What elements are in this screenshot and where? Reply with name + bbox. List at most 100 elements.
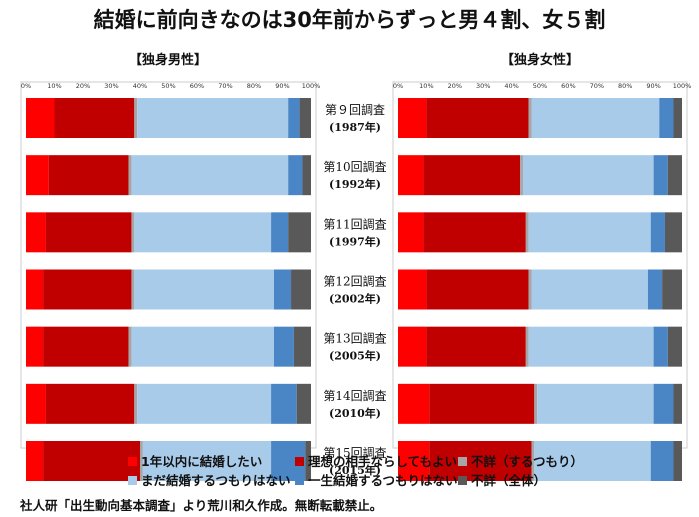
x-tick-label: 80%: [618, 82, 632, 90]
category-label: 第12回調査: [323, 275, 386, 289]
x-tick-label: 70%: [590, 82, 604, 90]
bar-segment-female: [659, 98, 674, 138]
category-year: (2010年): [329, 406, 381, 420]
bar-segment-female: [528, 212, 651, 253]
bar-segment-male: [142, 441, 272, 481]
bar-segment-female: [653, 326, 668, 367]
legend-label: 不詳（するつもり）: [471, 454, 583, 469]
category-label: 第15回調査: [323, 446, 386, 460]
source-note: 社人研「出生動向基本調査」より荒川和久作成。無断転載禁止。: [19, 498, 382, 513]
bar-segment-female: [525, 212, 529, 253]
bar-segment-female: [520, 155, 523, 196]
category-label: 第14回調査: [323, 389, 386, 403]
bar-segment-female: [398, 383, 430, 424]
bar-segment-female: [522, 155, 654, 196]
category-year: (2015年): [329, 463, 381, 477]
bar-segment-female: [398, 98, 427, 138]
bar-segment-female: [531, 98, 660, 138]
bar-segment-male: [26, 269, 44, 310]
bar-segment-male: [26, 441, 44, 481]
x-tick-label: 60%: [190, 82, 204, 90]
x-tick-label: 0%: [21, 82, 31, 90]
category-label: 第13回調査: [323, 332, 386, 346]
bar-segment-female: [423, 155, 521, 196]
x-tick-label: 40%: [133, 82, 147, 90]
x-tick-label: 20%: [448, 82, 462, 90]
bar-segment-female: [534, 441, 651, 481]
bar-segment-female: [398, 212, 424, 253]
category-year: (1987年): [329, 120, 381, 134]
bar-segment-male: [131, 155, 289, 196]
panel-title-female: 【独身女性】: [501, 52, 579, 68]
bar-segment-male: [299, 98, 311, 138]
category-labels: 第９回調査 (1987年) 第10回調査 (1992年) 第11回調査 (1997年) 第1…: [323, 103, 386, 477]
bar-segment-female: [398, 326, 427, 367]
bar-segment-male: [131, 326, 274, 367]
bar-segment-male: [26, 155, 49, 196]
bar-segment-male: [26, 326, 44, 367]
bar-segment-female: [528, 269, 532, 310]
bar-segment-female: [673, 441, 682, 481]
bar-segment-male: [305, 441, 311, 481]
legend-swatch: [458, 476, 467, 485]
bar-segment-female: [429, 441, 532, 481]
bar-segment-female: [664, 212, 682, 253]
x-tick-label: 90%: [275, 82, 289, 90]
legend-label: まだ結婚するつもりはない: [141, 473, 291, 488]
bar-segment-female: [398, 269, 427, 310]
bar-segment-female: [650, 441, 674, 481]
bar-segment-male: [128, 326, 132, 367]
panel-female: 0% 10% 20% 30% 40% 50% 60% 70% 80% 90% 100%: [392, 81, 692, 481]
legend: 1年以内に結婚したい 理想の相手ならしてもよい 不詳（するつもり） まだ結婚するつもり…: [128, 454, 583, 488]
x-tick-label: 50%: [533, 82, 547, 90]
bar-segment-male: [271, 383, 297, 424]
legend-label: 1年以内に結婚したい: [141, 454, 262, 469]
bar-segment-female: [650, 212, 665, 253]
x-tick-label: 50%: [161, 82, 175, 90]
bar-segment-male: [137, 383, 272, 424]
legend-swatch: [128, 476, 137, 485]
bar-segment-male: [134, 383, 138, 424]
bar-segment-female: [528, 98, 532, 138]
bar-segment-male: [273, 269, 292, 310]
chart-title: 結婚に前向きなのは30年前からずっと男４割、女５割: [94, 8, 606, 32]
x-tick-label: 100%: [673, 82, 692, 90]
bar-segment-male: [43, 326, 129, 367]
x-tick-label: 30%: [476, 82, 490, 90]
legend-swatch: [458, 457, 467, 466]
panel-title-male: 【独身男性】: [129, 52, 207, 68]
bar-segment-female: [667, 326, 682, 367]
bar-segment-male: [137, 98, 289, 138]
bar-segment-female: [426, 326, 526, 367]
bar-segment-female: [662, 269, 682, 310]
bar-segment-male: [302, 155, 311, 196]
x-tick-label: 10%: [419, 82, 433, 90]
bar-segment-male: [271, 212, 289, 253]
bar-segment-male: [131, 269, 135, 310]
x-tick-label: 0%: [393, 82, 403, 90]
bar-segment-male: [43, 441, 140, 481]
bar-segment-male: [26, 383, 46, 424]
bar-segment-male: [288, 212, 311, 253]
category-year: (2005年): [329, 349, 381, 363]
bar-segment-female: [531, 269, 648, 310]
bar-segment-female: [667, 155, 682, 196]
bar-segment-female: [531, 441, 535, 481]
category-year: (1997年): [329, 234, 381, 248]
bar-segment-male: [43, 269, 132, 310]
bar-segment-female: [423, 212, 526, 253]
x-tick-label: 90%: [646, 82, 660, 90]
bar-segment-female: [673, 383, 682, 424]
bar-segment-female: [426, 269, 529, 310]
bar-segment-male: [131, 212, 135, 253]
x-tick-label: 30%: [104, 82, 118, 90]
bar-segment-female: [528, 326, 654, 367]
bar-segment-female: [653, 383, 674, 424]
bar-segment-female: [525, 326, 529, 367]
bar-segment-female: [647, 269, 663, 310]
legend-swatch: [295, 476, 304, 485]
legend-label: 不詳（全体）: [471, 473, 546, 488]
bar-segment-male: [45, 383, 135, 424]
x-tick-label: 20%: [76, 82, 90, 90]
